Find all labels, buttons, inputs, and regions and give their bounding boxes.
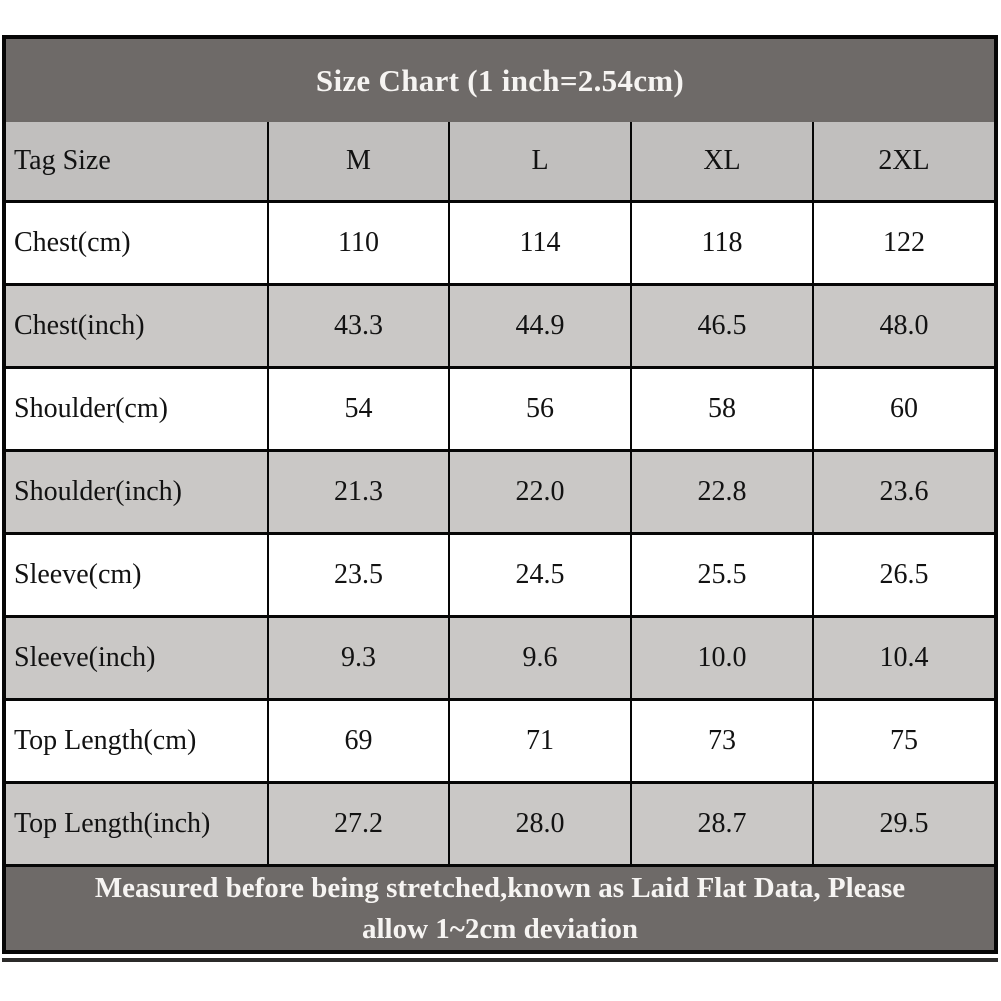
- chart-title: Size Chart (1 inch=2.54cm): [315, 62, 685, 98]
- row-label: Sleeve(cm): [14, 559, 142, 590]
- cell-value: 118: [630, 203, 812, 283]
- cell-value: 23.5: [267, 535, 448, 615]
- column-header-m: M: [267, 122, 448, 200]
- table-row-shoulder-inch: Shoulder(inch) 21.3 22.0 22.8 23.6: [6, 449, 994, 532]
- table-row-chest-inch: Chest(inch) 43.3 44.9 46.5 48.0: [6, 283, 994, 366]
- cell-value: 10.0: [630, 618, 812, 698]
- cell-value: 28.7: [630, 784, 812, 864]
- tag-size-header: Tag Size: [14, 145, 111, 176]
- cell-value: 21.3: [267, 452, 448, 532]
- cell-value: 69: [267, 701, 448, 781]
- cell-value: 22.8: [630, 452, 812, 532]
- cell-value: 26.5: [812, 535, 994, 615]
- cell-value: 122: [812, 203, 994, 283]
- row-label: Chest(inch): [14, 310, 145, 341]
- column-header-row: Tag Size M L XL 2XL: [6, 122, 994, 200]
- footer-note-line-1: Measured before being stretched,known as…: [94, 871, 906, 904]
- cell-value: 24.5: [448, 535, 630, 615]
- cell-value: 44.9: [448, 286, 630, 366]
- table-row-chest-cm: Chest(cm) 110 114 118 122: [6, 200, 994, 283]
- table-row-sleeve-inch: Sleeve(inch) 9.3 9.6 10.0 10.4: [6, 615, 994, 698]
- cell-value: 73: [630, 701, 812, 781]
- column-header-l: L: [448, 122, 630, 200]
- table-row-top-length-cm: Top Length(cm) 69 71 73 75: [6, 698, 994, 781]
- cell-value: 9.6: [448, 618, 630, 698]
- cell-value: 29.5: [812, 784, 994, 864]
- table-row-sleeve-cm: Sleeve(cm) 23.5 24.5 25.5 26.5: [6, 532, 994, 615]
- row-label: Shoulder(cm): [14, 393, 168, 424]
- cell-value: 71: [448, 701, 630, 781]
- footer-note-line-2: allow 1~2cm deviation: [361, 912, 639, 945]
- cell-value: 9.3: [267, 618, 448, 698]
- cell-value: 10.4: [812, 618, 994, 698]
- row-label: Chest(cm): [14, 227, 131, 258]
- cell-value: 28.0: [448, 784, 630, 864]
- row-label: Sleeve(inch): [14, 642, 156, 673]
- cell-value: 54: [267, 369, 448, 449]
- bottom-rule: [2, 958, 998, 962]
- cell-value: 22.0: [448, 452, 630, 532]
- cell-value: 25.5: [630, 535, 812, 615]
- cell-value: 48.0: [812, 286, 994, 366]
- row-label: Top Length(inch): [14, 808, 211, 839]
- cell-value: 60: [812, 369, 994, 449]
- chart-title-bar: Size Chart (1 inch=2.54cm): [6, 39, 994, 122]
- cell-value: 46.5: [630, 286, 812, 366]
- cell-value: 58: [630, 369, 812, 449]
- column-header-xl: XL: [630, 122, 812, 200]
- cell-value: 56: [448, 369, 630, 449]
- cell-value: 27.2: [267, 784, 448, 864]
- size-chart-table: Size Chart (1 inch=2.54cm) Tag Size M L …: [2, 35, 998, 954]
- table-row-top-length-inch: Top Length(inch) 27.2 28.0 28.7 29.5: [6, 781, 994, 864]
- column-header-2xl: 2XL: [812, 122, 994, 200]
- row-label: Top Length(cm): [14, 725, 197, 756]
- table-row-shoulder-cm: Shoulder(cm) 54 56 58 60: [6, 366, 994, 449]
- footer-note-bar: Measured before being stretched,known as…: [6, 864, 994, 950]
- cell-value: 43.3: [267, 286, 448, 366]
- cell-value: 75: [812, 701, 994, 781]
- cell-value: 23.6: [812, 452, 994, 532]
- cell-value: 114: [448, 203, 630, 283]
- cell-value: 110: [267, 203, 448, 283]
- row-label: Shoulder(inch): [14, 476, 182, 507]
